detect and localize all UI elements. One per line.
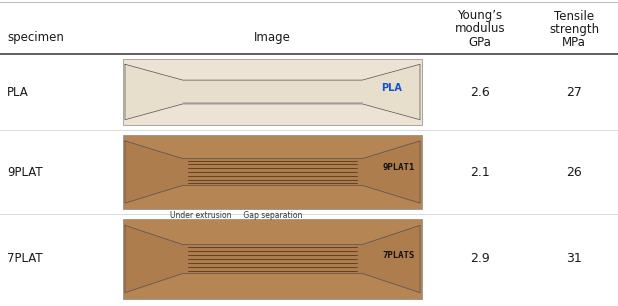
Bar [123,59,422,125]
Text: Image: Image [254,32,291,44]
Text: 2.6: 2.6 [470,85,490,99]
Text: 27: 27 [566,85,582,99]
Text: modulus: modulus [455,23,506,35]
Text: MPa: MPa [562,35,586,48]
Text: PLA: PLA [7,85,29,99]
Text: 9PLAT1: 9PLAT1 [383,163,415,173]
Polygon shape [125,141,420,203]
Text: specimen: specimen [7,32,64,44]
Text: 9PLAT: 9PLAT [7,166,43,178]
Text: 7PLAT: 7PLAT [7,252,43,266]
Text: Young’s: Young’s [457,9,502,23]
Text: 31: 31 [566,252,582,266]
Polygon shape [125,226,420,293]
Bar [123,135,422,209]
Polygon shape [125,64,420,120]
Text: strength: strength [549,23,599,35]
Text: 2.9: 2.9 [470,252,490,266]
Text: Tensile: Tensile [554,9,594,23]
Text: GPa: GPa [468,35,491,48]
Text: 7PLATS: 7PLATS [383,251,415,259]
Text: 2.1: 2.1 [470,166,490,178]
Text: 26: 26 [566,166,582,178]
Text: PLA: PLA [381,83,402,93]
Text: Under extrusion     Gap separation: Under extrusion Gap separation [171,211,303,220]
Bar [123,219,422,299]
